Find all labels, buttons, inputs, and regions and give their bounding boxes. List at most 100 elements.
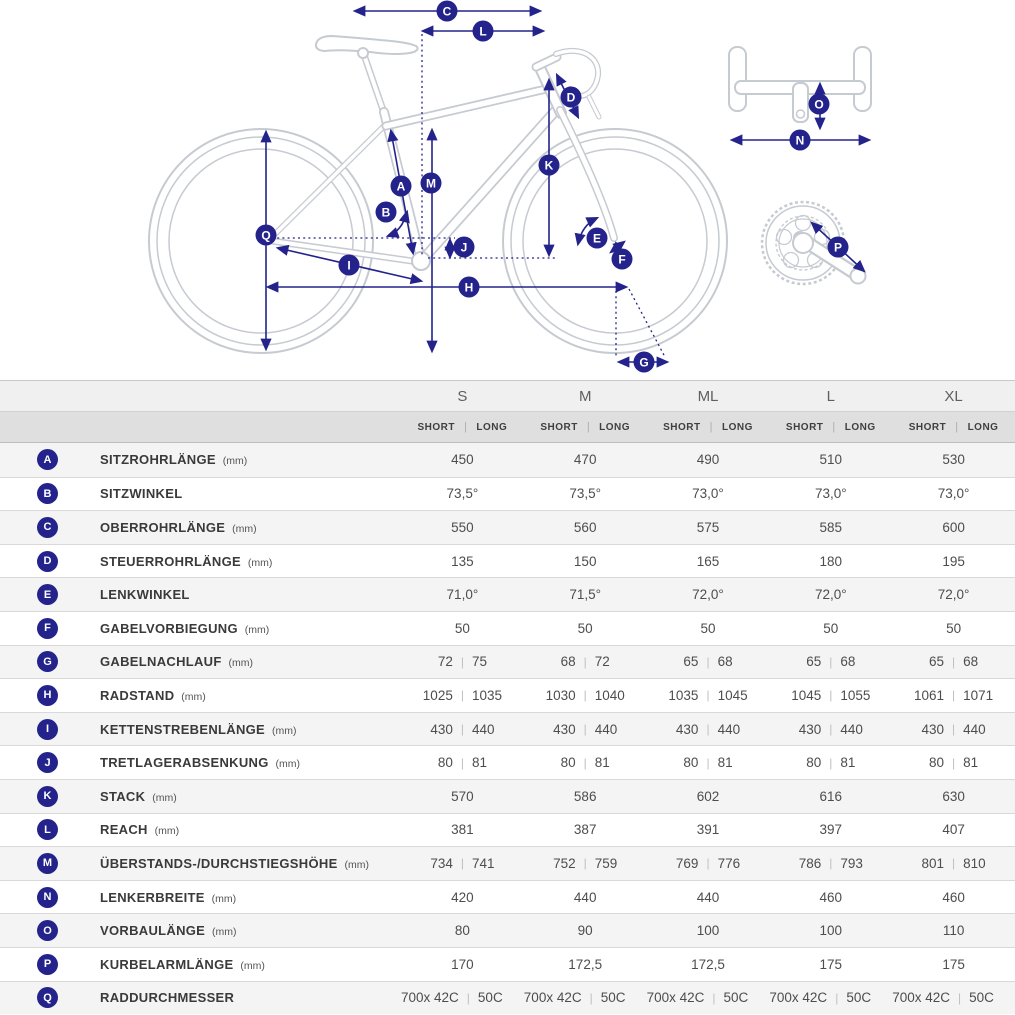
saddle <box>314 34 419 55</box>
value-cell: 420 <box>401 890 524 905</box>
value-cell: 135 <box>401 554 524 569</box>
value: 440 <box>573 889 597 905</box>
row-label: GABELNACHLAUF (mm) <box>100 654 254 670</box>
value: 90 <box>577 923 593 939</box>
value-separator: | <box>466 990 470 1005</box>
value-short: 80 <box>560 755 576 771</box>
marker-I: I <box>338 254 360 276</box>
svg-text:A: A <box>397 180 406 194</box>
marker-C: C <box>436 0 458 22</box>
value-long: 50C <box>846 990 872 1006</box>
row-marker-A: A <box>37 449 58 471</box>
value-cell: 602 <box>647 789 770 804</box>
row-unit: (mm) <box>149 791 177 804</box>
row-label: RADSTAND (mm) <box>100 687 206 703</box>
value-cell: 700x 42C | 50C <box>647 990 770 1005</box>
row-label: SITZROHRLÄNGE (mm) <box>100 452 248 468</box>
marker-O: O <box>808 93 830 115</box>
value-separator: | <box>460 856 464 871</box>
value-cell: 550 <box>401 520 524 535</box>
value: 100 <box>819 923 843 939</box>
fit-separator: | <box>586 421 591 433</box>
value-cell: 430 | 440 <box>401 722 524 737</box>
row-marker-N: N <box>37 886 58 908</box>
handlebar-front-view <box>728 46 872 123</box>
value-long: 50C <box>969 990 994 1006</box>
value-short: 700x 42C <box>523 990 582 1006</box>
value: 630 <box>942 788 965 804</box>
table-row-A: A SITZROHRLÄNGE (mm) 450 470 490 510 530 <box>0 443 1015 477</box>
value: 381 <box>451 822 474 838</box>
size-column-header: S <box>457 387 468 405</box>
value-long: 1071 <box>963 687 994 703</box>
value-cell: 165 <box>647 554 770 569</box>
row-marker-L: L <box>37 819 58 841</box>
value: 387 <box>573 822 597 838</box>
value-cell: 430 | 440 <box>524 722 647 737</box>
value: 600 <box>942 519 965 535</box>
value-separator: | <box>589 990 593 1005</box>
size-column-header: XL <box>944 387 963 405</box>
row-label-cell: O VORBAULÄNGE (mm) <box>0 920 401 942</box>
value-cell: 175 <box>892 957 1015 972</box>
fit-column-header: SHORT | LONG <box>647 421 770 433</box>
value-cell: 560 <box>524 520 647 535</box>
value: 72,0° <box>814 587 847 603</box>
value-short: 80 <box>929 755 945 771</box>
fit-label-long: LONG <box>476 421 508 433</box>
value-separator: | <box>706 856 710 871</box>
value-cell: 72,0° <box>892 587 1015 602</box>
value-short: 430 <box>921 721 945 737</box>
value: 530 <box>942 452 965 468</box>
value-cell: 450 <box>401 452 524 467</box>
row-marker-Q: Q <box>37 987 58 1009</box>
value-short: 65 <box>683 654 699 670</box>
row-label: KURBELARMLÄNGE (mm) <box>100 956 265 972</box>
size-header-row: S M ML L XL <box>0 380 1015 411</box>
value-cell: 80 | 81 <box>647 755 770 770</box>
value-long: 50C <box>600 990 626 1006</box>
value-short: 700x 42C <box>769 990 828 1006</box>
value-cell: 430 | 440 <box>647 722 770 737</box>
value-long: 50C <box>723 990 749 1006</box>
row-unit: (mm) <box>229 522 257 535</box>
value-cell: 172,5 <box>647 957 770 972</box>
value: 110 <box>942 923 965 939</box>
value-separator: | <box>583 688 587 703</box>
row-label-cell: G GABELNACHLAUF (mm) <box>0 651 401 673</box>
value-short: 80 <box>437 755 453 771</box>
value: 172,5 <box>568 956 603 972</box>
value: 575 <box>696 519 720 535</box>
size-column-header: ML <box>697 387 719 405</box>
row-label-cell: F GABELVORBIEGUNG (mm) <box>0 617 401 639</box>
value: 50 <box>823 620 839 636</box>
value-cell: 700x 42C | 50C <box>769 990 892 1005</box>
value-separator: | <box>583 654 587 669</box>
row-label-cell: K STACK (mm) <box>0 785 401 807</box>
svg-text:J: J <box>461 241 468 255</box>
value-short: 65 <box>929 654 945 670</box>
fit-label-short: SHORT <box>663 421 701 433</box>
value-long: 1045 <box>717 687 748 703</box>
svg-text:M: M <box>426 177 436 191</box>
value: 490 <box>696 452 720 468</box>
value-cell: 585 <box>769 520 892 535</box>
value-cell: 1025 | 1035 <box>401 688 524 703</box>
value: 550 <box>451 519 474 535</box>
value-long: 75 <box>471 654 487 670</box>
table-row-N: N LENKERBREITE (mm) 420 440 440 460 460 <box>0 879 1015 914</box>
bottom-bracket <box>411 251 431 271</box>
table-row-G: G GABELNACHLAUF (mm) 72 | 75 68 | 72 65 | 68 65 | 68 6… <box>0 644 1015 679</box>
marker-P: P <box>827 236 849 258</box>
value: 80 <box>454 923 470 939</box>
row-label: ÜBERSTANDS-/DURCHSTIEGSHÖHE (mm) <box>100 855 369 871</box>
value-cell: 530 <box>892 452 1015 467</box>
table-row-J: J TRETLAGERABSENKUNG (mm) 80 | 81 80 | 81 80 | 81 8… <box>0 745 1015 779</box>
value-short: 1045 <box>791 687 822 703</box>
size-column-header: L <box>826 387 835 405</box>
value-separator: | <box>829 688 833 703</box>
value-cell: 470 <box>524 452 647 467</box>
value-short: 700x 42C <box>646 990 705 1006</box>
value-cell: 72 | 75 <box>401 654 524 669</box>
row-label-cell: P KURBELARMLÄNGE (mm) <box>0 953 401 975</box>
